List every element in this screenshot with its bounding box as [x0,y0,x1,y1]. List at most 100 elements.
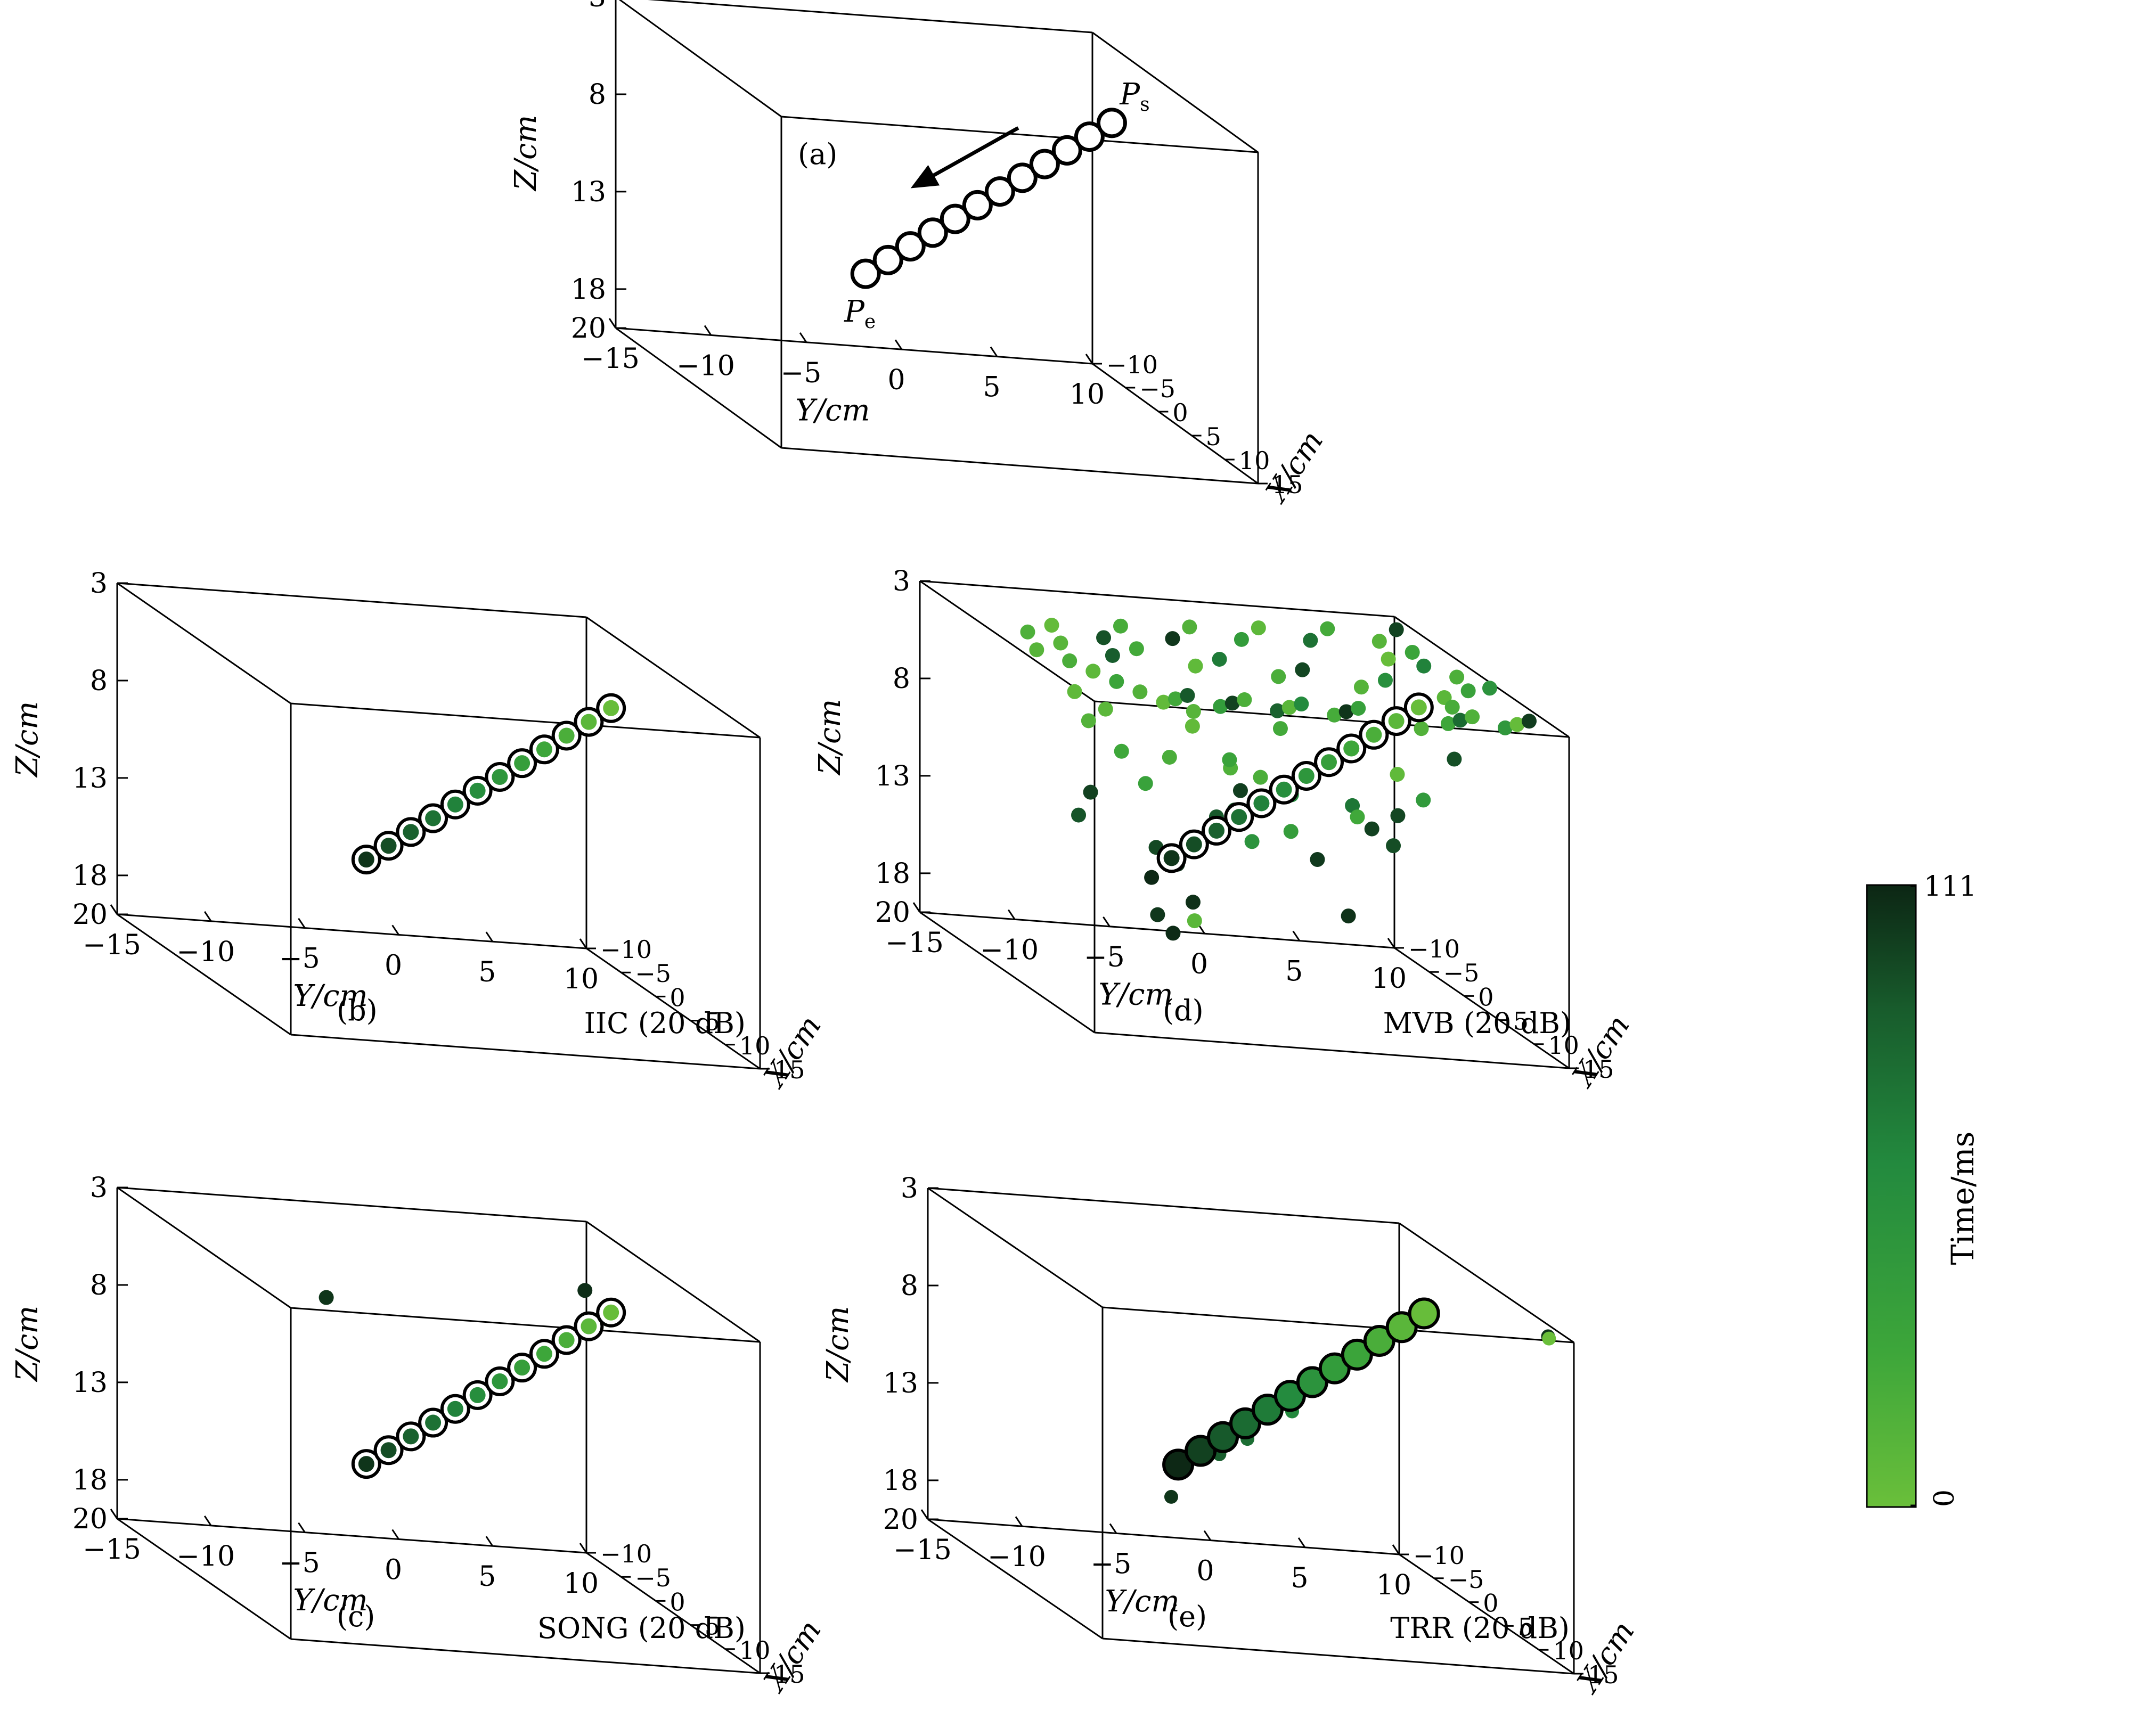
outlier-point [1109,674,1124,689]
end-point-letter: P [844,294,865,329]
z-tick-label: 13 [571,176,606,208]
estimate-point [1163,850,1180,866]
end-point-subscript: e [864,311,876,333]
true-path-point [940,203,970,234]
y-tick [579,1543,587,1553]
colorbar-gradient [1866,884,1917,1508]
y-tick-label: 10 [1371,963,1407,995]
y-tick [485,1536,494,1547]
y-tick-label: −15 [885,927,944,959]
y-tick-label: 10 [1376,1569,1411,1601]
true-path-point [984,176,1015,207]
y-tick-label: −5 [279,943,320,975]
y-tick-label: −5 [1091,1548,1132,1580]
box-edge [927,1518,1103,1640]
x-tick-label: 0 [1172,398,1188,427]
estimate-point [1231,809,1247,825]
outlier-point [1085,664,1101,679]
outlier-point [1067,684,1082,699]
outlier-point [1180,687,1195,703]
panel-d-scatter3d: −15 −10 −5 0 5 10Y/cm−10−5051015X/cm38131820Z… [813,566,1637,1094]
box-edge [919,911,1395,949]
z-tick-label: 13 [72,763,108,795]
box-edge [290,1307,761,1343]
outlier-point [1186,704,1201,719]
outlier-point [1132,684,1148,700]
estimate-point [1366,726,1382,743]
outlier-point [1542,1331,1556,1346]
outlier-point [1271,669,1286,684]
colorbar-min-label: 0 [1929,1489,1961,1507]
outlier-point [1114,743,1129,759]
box-edge [117,1186,587,1223]
z-tick-label: 18 [883,1465,918,1497]
y-tick [608,318,617,329]
outlier-point [1295,662,1310,677]
x-tick-label: 15 [774,1660,805,1689]
outlier-point [1138,776,1153,791]
x-tick-label: −5 [635,1563,671,1592]
z-tick-label: 18 [72,1464,108,1496]
outlier-point [1165,926,1181,941]
box-edge [117,582,291,705]
x-tick-label: −5 [1139,374,1175,403]
x-tick-label: 0 [1483,1589,1498,1618]
true-path-point [1007,162,1038,193]
z-axis-label: Z/cm [813,699,847,776]
outlier-point [1509,717,1525,732]
box-edge [615,327,1093,365]
estimate-point [1321,754,1337,771]
y-tick-label: 0 [1190,948,1208,980]
z-tick-label: 13 [875,760,910,792]
estimate-point [358,851,374,868]
y-tick [1387,938,1395,948]
y-tick-label: 10 [1070,379,1105,411]
outlier-point [1441,716,1456,731]
box-edge [1092,363,1259,485]
box-edge [1394,947,1570,1069]
z-tick-label: 8 [901,1270,918,1302]
outlier-point [1156,694,1171,710]
z-tick-label: 8 [893,663,910,695]
x-tick-label: 0 [670,983,685,1012]
estimate-point [603,1304,619,1321]
box-edge [781,116,1259,153]
outlier-point [1222,752,1237,767]
outlier-point [1414,721,1429,736]
outlier-point [1168,691,1183,707]
z-tick-label: 3 [893,566,910,597]
outlier-point [1081,713,1096,728]
y-tick [298,1522,306,1533]
outlier-point [1281,700,1297,715]
outlier-point [1447,751,1462,767]
panel-b-scatter3d: −15 −10 −5 0 5 10Y/cm−10−5051015X/cm38131820Z… [10,568,828,1094]
z-axis-label: Z/cm [509,115,543,192]
y-tick [920,1509,929,1520]
box-edge [1102,1637,1574,1675]
x-tick-label: 10 [1239,446,1270,475]
box-edge [117,1518,587,1554]
y-tick [1292,930,1301,941]
outlier-point [1020,624,1035,640]
outlier-point [1351,701,1366,716]
outlier-point [1083,784,1098,800]
outlier-point [1303,633,1318,648]
y-tick [912,902,921,913]
estimate-point [492,769,508,785]
outlier-point [1416,658,1432,674]
box-edge [117,913,291,1036]
y-tick-label: 0 [385,1554,402,1586]
x-tick-label: −10 [1413,1541,1465,1570]
box-edge [586,947,761,1070]
outlier-point [1460,683,1476,699]
y-tick [298,918,306,929]
x-tick-label: 10 [1553,1636,1584,1665]
z-tick-label: 18 [72,860,108,892]
outlier-point [1185,718,1200,734]
box-edge [117,1518,291,1640]
y-tick [799,332,807,343]
panel-tag: (e) [1168,1600,1207,1633]
estimate-point [403,824,419,840]
z-axis-label: Z/cm [10,1306,45,1382]
outlier-point [1164,1489,1178,1504]
